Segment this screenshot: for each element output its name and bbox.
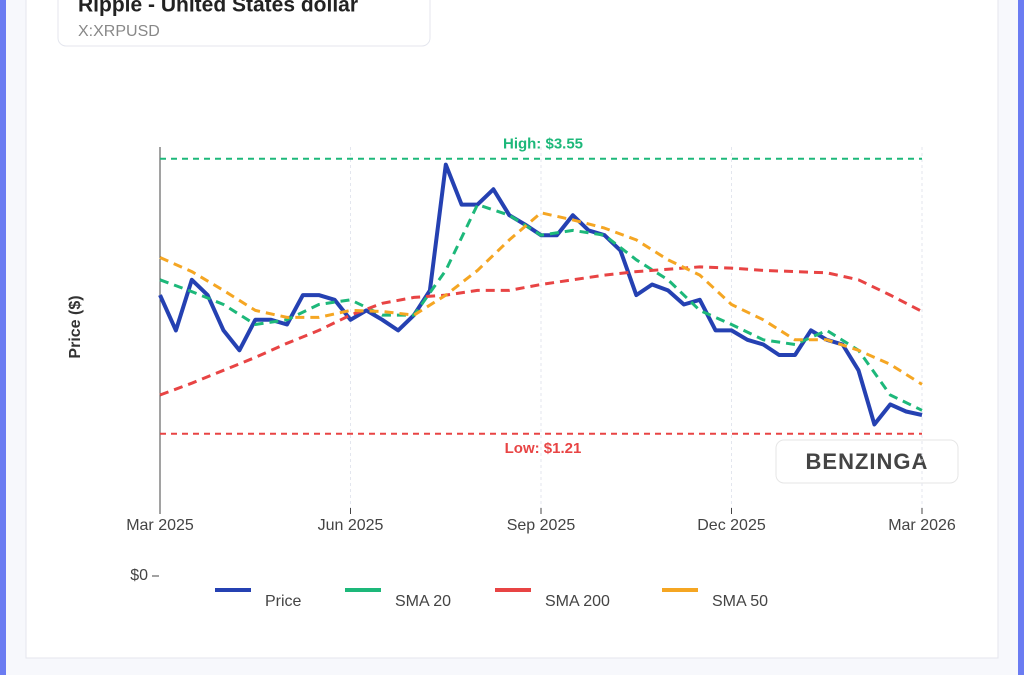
y-axis-label: Price ($) [67, 295, 84, 358]
legend-item: Price [215, 588, 302, 610]
series-line [159, 211, 923, 386]
legend-item: SMA 200 [495, 588, 610, 610]
legend-item: SMA 20 [345, 588, 451, 610]
legend-label: SMA 20 [395, 593, 451, 610]
series-line [159, 203, 923, 412]
watermark: BENZINGA [806, 449, 929, 474]
x-tick-label: Dec 2025 [697, 517, 766, 534]
x-tick-label: Sep 2025 [507, 517, 576, 534]
low-label: Low: $1.21 [505, 440, 582, 457]
x-tick-label: Jun 2025 [318, 517, 384, 534]
watermark-box [775, 439, 959, 484]
legend-label: SMA 50 [712, 593, 768, 610]
legend-label: SMA 200 [545, 593, 610, 610]
high-label: High: $3.55 [503, 136, 583, 153]
x-tick-label: Mar 2025 [126, 517, 194, 534]
legend-item: SMA 50 [662, 588, 768, 610]
legend-label: Price [265, 593, 302, 610]
title: Ripple - United States dollar [78, 0, 358, 17]
title-box [57, 0, 431, 47]
series-line [159, 265, 923, 397]
symbol: X:XRPUSD [78, 23, 160, 40]
x-tick-label: Mar 2026 [888, 517, 956, 534]
plot: Mar 2025 Jun 2025 Sep 2025 Dec 2025 Mar 2026… [126, 136, 956, 611]
card [25, 0, 999, 659]
y-tick-label: $0 [130, 567, 148, 584]
